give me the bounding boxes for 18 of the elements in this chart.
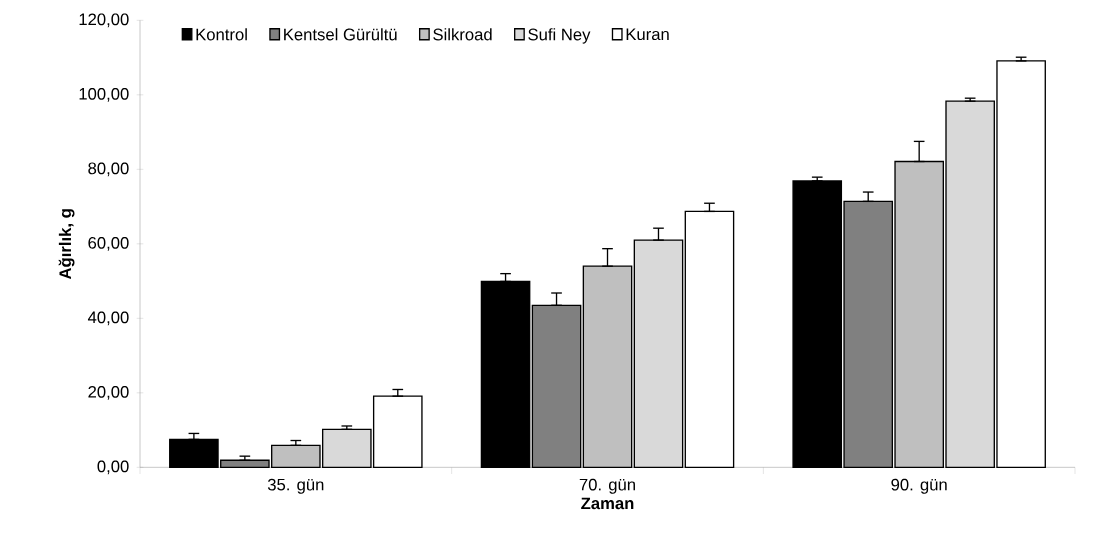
legend-label: Kontrol xyxy=(196,28,247,41)
y-tick-label: 40,00 xyxy=(87,311,129,326)
y-tick-label: 20,00 xyxy=(88,385,129,400)
x-tick-label: 90. gün xyxy=(891,478,947,494)
legend-label: Kentsel Gürültü xyxy=(284,28,397,41)
x-tick-label: 35. gün xyxy=(267,478,324,494)
y-tick-label: 100,00 xyxy=(79,87,129,102)
legend-label: Sufi Ney xyxy=(528,28,591,44)
x-tick-label: 70. gün xyxy=(579,478,635,494)
y-tick-label: 60,00 xyxy=(88,236,129,251)
y-tick-label: 0,00 xyxy=(97,460,129,475)
y-axis-title: Ağırlık, g xyxy=(58,209,75,280)
legend-label: Silkroad xyxy=(433,28,492,41)
bar xyxy=(633,239,684,468)
legend-label: Kuran xyxy=(626,28,669,41)
x-axis-title: Zaman xyxy=(581,497,634,510)
y-tick-label: 120,00 xyxy=(79,13,129,28)
y-tick-label: 80,00 xyxy=(88,162,129,177)
